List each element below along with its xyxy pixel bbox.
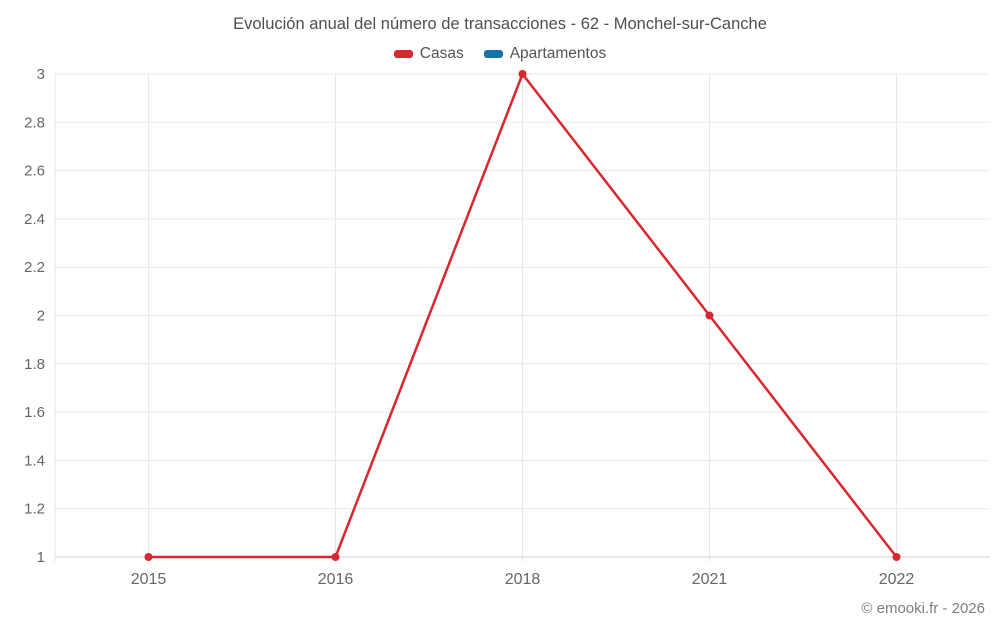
chart-legend: Casas Apartamentos	[0, 45, 1000, 63]
chart-title: Evolución anual del número de transaccio…	[233, 15, 767, 33]
y-tick-label: 1.8	[24, 356, 45, 373]
y-tick-label: 1.2	[24, 501, 45, 518]
copyright-watermark: © emooki.fr - 2026	[861, 600, 985, 617]
x-tick-label: 2021	[692, 571, 728, 588]
x-gridlines: 2015 2016 2018 2021 2022	[131, 74, 915, 588]
x-tick-label: 2016	[318, 571, 354, 588]
data-point	[144, 553, 153, 561]
legend-swatch-icon	[393, 50, 413, 58]
x-tick-label: 2018	[505, 571, 541, 588]
legend-label: Apartamentos	[509, 45, 607, 62]
y-tick-label: 3	[37, 66, 45, 83]
data-point	[331, 553, 340, 561]
y-tick-label: 2.8	[24, 114, 45, 131]
x-tick-label: 2022	[879, 571, 915, 588]
y-tick-label: 1.4	[24, 452, 45, 469]
y-tick-label: 1	[37, 549, 45, 566]
y-tick-label: 2	[37, 308, 45, 325]
x-tick-label: 2015	[131, 571, 167, 588]
legend-label: Casas	[419, 45, 464, 62]
y-tick-label: 1.6	[24, 404, 45, 421]
y-tick-label: 2.2	[24, 259, 45, 276]
y-tick-label: 2.6	[24, 163, 45, 180]
data-point	[705, 311, 714, 320]
legend-swatch-icon	[483, 50, 503, 58]
legend-item-casas[interactable]: Casas	[393, 45, 464, 63]
series-casas	[144, 70, 901, 561]
data-point	[892, 553, 901, 561]
data-point	[518, 70, 527, 78]
legend-item-apartamentos[interactable]: Apartamentos	[483, 45, 607, 63]
y-tick-label: 2.4	[24, 211, 45, 228]
